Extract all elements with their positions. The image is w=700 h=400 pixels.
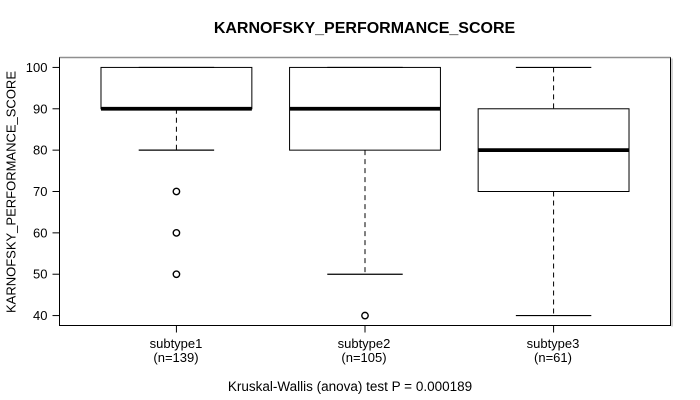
group-n: (n=139) (153, 349, 199, 365)
y-tick-label: 80 (33, 143, 47, 158)
x-group-label-subtype1: subtype1 (n=139) (101, 337, 251, 364)
box-subtype2 (289, 66, 441, 320)
y-tick-label: 100 (26, 60, 48, 75)
group-name: subtype2 (337, 336, 391, 351)
group-n: (n=105) (341, 349, 387, 365)
iqr-box (100, 66, 253, 110)
y-tick-label: 70 (33, 184, 47, 199)
group-n: (n=61) (534, 349, 572, 365)
y-tick-label: 60 (33, 225, 47, 240)
outlier-point (172, 228, 181, 237)
y-tick-label: 90 (33, 101, 47, 116)
chart-title: KARNOFSKY_PERFORMANCE_SCORE (213, 20, 516, 37)
outlier-point (172, 270, 181, 279)
box-subtype1 (100, 66, 253, 279)
plot-group: 40 50 60 70 80 90 100 (26, 56, 673, 333)
group-name: subtype3 (526, 336, 580, 351)
outlier-point (172, 187, 181, 196)
outlier-point (361, 311, 369, 320)
group-name: subtype1 (149, 336, 203, 351)
x-group-label-subtype3: subtype3 (n=61) (478, 337, 628, 364)
x-group-label-subtype2: subtype2 (n=105) (289, 337, 439, 364)
y-tick-label: 50 (33, 267, 47, 282)
stats-caption: Kruskal-Wallis (anova) test P = 0.000189 (227, 379, 473, 394)
y-tick-label: 40 (33, 308, 47, 323)
box-subtype3 (477, 66, 630, 317)
